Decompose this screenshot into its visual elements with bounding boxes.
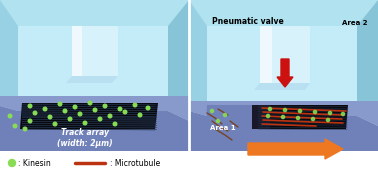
Circle shape bbox=[211, 109, 214, 113]
Polygon shape bbox=[0, 0, 189, 151]
Circle shape bbox=[83, 121, 87, 125]
Circle shape bbox=[123, 110, 127, 114]
Circle shape bbox=[28, 104, 32, 108]
Circle shape bbox=[68, 117, 72, 121]
Text: Area 2: Area 2 bbox=[342, 20, 368, 26]
Polygon shape bbox=[252, 105, 270, 129]
Circle shape bbox=[133, 103, 137, 107]
Circle shape bbox=[33, 111, 37, 115]
Polygon shape bbox=[72, 26, 118, 76]
Circle shape bbox=[146, 106, 150, 110]
Polygon shape bbox=[168, 0, 189, 111]
Circle shape bbox=[268, 107, 272, 111]
Circle shape bbox=[313, 110, 317, 114]
Text: Track array
(width: 2μm): Track array (width: 2μm) bbox=[57, 128, 113, 148]
Polygon shape bbox=[20, 103, 158, 129]
Circle shape bbox=[88, 101, 92, 105]
Polygon shape bbox=[189, 0, 378, 26]
Circle shape bbox=[93, 108, 97, 112]
FancyArrow shape bbox=[277, 59, 293, 87]
Polygon shape bbox=[254, 83, 310, 90]
Circle shape bbox=[73, 105, 77, 109]
Circle shape bbox=[13, 124, 17, 128]
Circle shape bbox=[28, 119, 32, 123]
Polygon shape bbox=[189, 0, 207, 116]
Polygon shape bbox=[0, 0, 18, 111]
Circle shape bbox=[326, 118, 330, 122]
Circle shape bbox=[48, 115, 52, 119]
Circle shape bbox=[103, 104, 107, 108]
Polygon shape bbox=[260, 26, 310, 83]
Polygon shape bbox=[260, 26, 272, 83]
Text: : Microtubule: : Microtubule bbox=[110, 159, 160, 168]
Text: : Kinesin: : Kinesin bbox=[18, 159, 51, 168]
Text: Area 1: Area 1 bbox=[210, 125, 235, 131]
Circle shape bbox=[8, 160, 15, 167]
Polygon shape bbox=[257, 105, 348, 129]
Polygon shape bbox=[0, 96, 189, 121]
Circle shape bbox=[63, 109, 67, 113]
Circle shape bbox=[53, 122, 57, 126]
Polygon shape bbox=[189, 111, 378, 151]
Polygon shape bbox=[189, 0, 378, 151]
Circle shape bbox=[138, 113, 142, 117]
Circle shape bbox=[78, 112, 82, 116]
Circle shape bbox=[23, 127, 27, 131]
Polygon shape bbox=[207, 26, 357, 116]
Circle shape bbox=[328, 111, 332, 115]
Circle shape bbox=[311, 117, 314, 121]
Circle shape bbox=[266, 114, 270, 118]
Polygon shape bbox=[0, 0, 189, 26]
Polygon shape bbox=[189, 101, 378, 126]
Circle shape bbox=[223, 113, 226, 117]
Circle shape bbox=[298, 109, 302, 113]
Circle shape bbox=[108, 114, 112, 118]
Polygon shape bbox=[66, 76, 118, 83]
Circle shape bbox=[216, 119, 220, 123]
Polygon shape bbox=[0, 106, 189, 151]
Circle shape bbox=[118, 107, 122, 111]
Polygon shape bbox=[72, 26, 82, 76]
Circle shape bbox=[341, 112, 345, 116]
Text: Pneumatic valve: Pneumatic valve bbox=[212, 16, 284, 25]
Circle shape bbox=[58, 102, 62, 106]
Polygon shape bbox=[206, 105, 258, 135]
Circle shape bbox=[281, 115, 285, 119]
FancyArrow shape bbox=[248, 139, 343, 159]
Circle shape bbox=[43, 107, 47, 111]
Circle shape bbox=[113, 122, 117, 126]
Circle shape bbox=[284, 108, 287, 112]
Circle shape bbox=[98, 117, 102, 121]
Circle shape bbox=[8, 114, 12, 118]
Polygon shape bbox=[18, 26, 168, 111]
Circle shape bbox=[296, 116, 300, 120]
Polygon shape bbox=[357, 0, 378, 116]
